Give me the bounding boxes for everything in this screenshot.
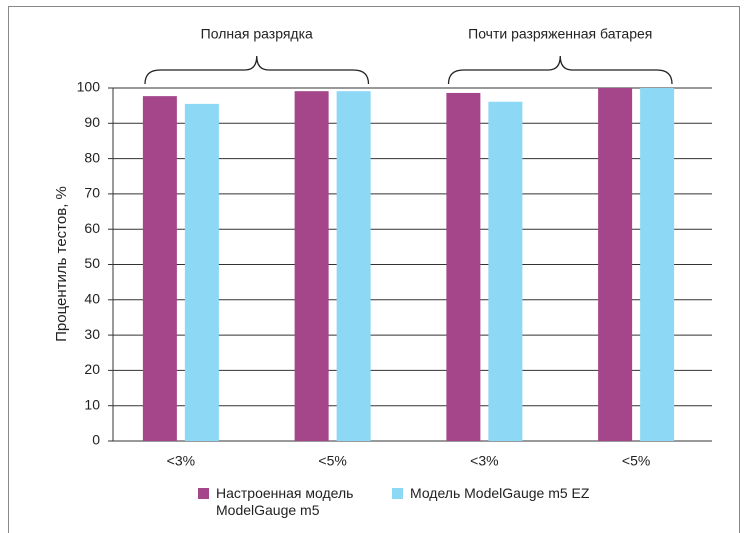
bar bbox=[488, 101, 523, 441]
y-tick-label: 10 bbox=[84, 396, 100, 412]
y-tick-label: 90 bbox=[84, 114, 100, 130]
x-tick-label: <5% bbox=[318, 453, 346, 469]
frame bbox=[8, 6, 740, 533]
legend-swatch bbox=[198, 488, 209, 499]
bar bbox=[336, 91, 371, 441]
y-tick-label: 80 bbox=[84, 149, 100, 165]
x-tick-label: <3% bbox=[167, 453, 195, 469]
y-tick-label: 100 bbox=[77, 79, 101, 95]
bar bbox=[294, 91, 329, 441]
group-label: Почти разряженная батарея bbox=[468, 26, 652, 42]
y-tick-label: 50 bbox=[84, 255, 100, 271]
y-axis-label: Процентиль тестов, % bbox=[53, 186, 70, 342]
y-tick-label: 30 bbox=[84, 326, 100, 342]
bar bbox=[142, 96, 177, 441]
bar bbox=[598, 88, 633, 441]
y-tick-label: 20 bbox=[84, 361, 100, 377]
x-tick-label: <3% bbox=[470, 453, 498, 469]
legend-label: Настроенная модель ModelGauge m5 bbox=[216, 485, 354, 518]
x-tick-label: <5% bbox=[622, 453, 650, 469]
y-tick-label: 70 bbox=[84, 185, 100, 201]
bar bbox=[184, 103, 219, 441]
y-tick-label: 40 bbox=[84, 291, 100, 307]
y-tick-label: 0 bbox=[92, 432, 100, 448]
bar bbox=[640, 88, 675, 441]
brace bbox=[447, 55, 673, 85]
brace bbox=[144, 55, 370, 85]
legend-swatch bbox=[392, 488, 403, 499]
y-tick-label: 60 bbox=[84, 220, 100, 236]
bar bbox=[446, 92, 481, 441]
group-label: Полная разрядка bbox=[201, 26, 313, 42]
legend-label: Модель ModelGauge m5 EZ bbox=[410, 485, 590, 501]
